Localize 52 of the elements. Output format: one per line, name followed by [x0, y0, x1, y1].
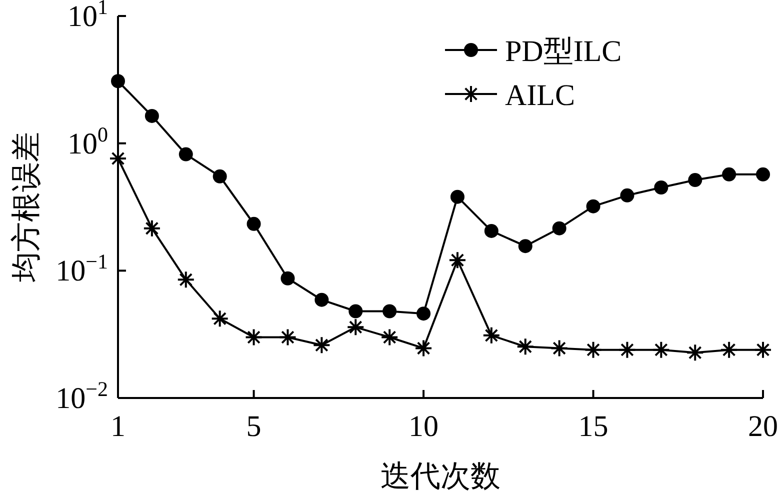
point — [552, 221, 566, 236]
point — [278, 328, 297, 346]
point — [550, 339, 568, 358]
point — [346, 318, 365, 336]
point — [178, 147, 193, 162]
point — [756, 167, 770, 182]
point — [654, 180, 668, 194]
y-tick-label: 10$^{−1}$ — [56, 250, 108, 288]
point — [280, 271, 295, 286]
point — [142, 219, 161, 238]
y-tick-label: 10$^{−2}$ — [56, 377, 108, 415]
point — [722, 167, 736, 182]
point — [246, 216, 261, 231]
point — [212, 169, 227, 184]
point — [620, 188, 634, 202]
point — [618, 340, 636, 359]
x-tick-label: 20 — [748, 410, 778, 443]
point — [686, 344, 704, 362]
point — [244, 328, 263, 346]
point — [448, 251, 466, 270]
point — [516, 338, 534, 356]
point — [484, 224, 498, 238]
legend-label: PD型ILC — [505, 35, 622, 68]
point — [176, 270, 195, 289]
point — [652, 340, 670, 359]
point — [414, 339, 433, 358]
point — [380, 328, 399, 346]
point — [416, 306, 431, 321]
point — [111, 74, 125, 88]
x-tick-label: 1 — [110, 410, 126, 443]
point — [586, 199, 600, 214]
point — [720, 340, 738, 359]
point — [312, 336, 331, 354]
point — [518, 239, 532, 254]
point — [482, 326, 500, 344]
point — [314, 292, 329, 307]
point — [688, 173, 702, 188]
point — [348, 304, 363, 318]
y-tick-label: 10$^{0}$ — [68, 122, 108, 160]
point — [754, 340, 772, 359]
y-tick-label: 10$^{1}$ — [68, 0, 108, 33]
point — [584, 340, 602, 359]
x-tick-label: 10 — [408, 410, 439, 443]
legend-label: AILC — [505, 79, 575, 112]
x-axis-title: 迭代次数 — [380, 460, 500, 493]
x-tick-label: 5 — [246, 410, 262, 443]
point — [210, 310, 229, 328]
point — [382, 304, 397, 318]
point — [144, 108, 159, 123]
point — [450, 190, 464, 204]
x-tick-label: 15 — [578, 410, 608, 443]
y-axis-title: 均方根误差 — [10, 132, 43, 283]
